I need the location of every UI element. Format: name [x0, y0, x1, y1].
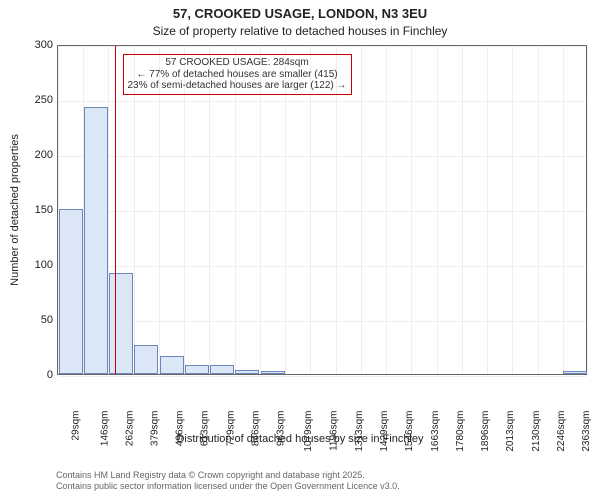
- gridline-h: [58, 211, 586, 212]
- x-tick-label: 2246sqm: [556, 411, 567, 452]
- histogram-bar: [59, 209, 83, 374]
- x-tick-label: 1896sqm: [480, 411, 491, 452]
- reference-line: [115, 46, 116, 374]
- gridline-v: [563, 46, 564, 374]
- y-tick-label: 200: [27, 149, 53, 161]
- x-tick-label: 2363sqm: [581, 411, 592, 452]
- x-tick-label: 1313sqm: [354, 411, 365, 452]
- chart-subtitle: Size of property relative to detached ho…: [0, 24, 600, 38]
- x-tick-label: 963sqm: [275, 411, 286, 447]
- gridline-v: [134, 46, 135, 374]
- gridline-v: [512, 46, 513, 374]
- x-tick-label: 379sqm: [149, 411, 160, 447]
- x-tick-label: 613sqm: [200, 411, 211, 447]
- gridline-v: [336, 46, 337, 374]
- gridline-h: [58, 101, 586, 102]
- histogram-bar: [210, 365, 234, 374]
- y-tick-label: 150: [27, 204, 53, 216]
- chart-root: 57, CROOKED USAGE, LONDON, N3 3EU Size o…: [0, 0, 600, 500]
- gridline-v: [361, 46, 362, 374]
- histogram-bar: [185, 365, 209, 374]
- x-tick-label: 29sqm: [71, 411, 82, 441]
- histogram-bar: [563, 371, 587, 374]
- x-tick-label: 146sqm: [99, 411, 110, 447]
- gridline-v: [310, 46, 311, 374]
- gridline-v: [386, 46, 387, 374]
- gridline-h: [58, 156, 586, 157]
- y-tick-label: 50: [27, 314, 53, 326]
- x-tick-label: 729sqm: [225, 411, 236, 447]
- gridline-v: [538, 46, 539, 374]
- x-tick-label: 262sqm: [124, 411, 135, 447]
- y-tick-label: 0: [27, 369, 53, 381]
- y-tick-label: 100: [27, 259, 53, 271]
- x-tick-label: 1780sqm: [455, 411, 466, 452]
- x-tick-label: 2130sqm: [531, 411, 542, 452]
- gridline-h: [58, 376, 586, 377]
- histogram-bar: [109, 273, 133, 374]
- gridline-v: [209, 46, 210, 374]
- gridline-v: [159, 46, 160, 374]
- gridline-v: [235, 46, 236, 374]
- annotation-line: 57 CROOKED USAGE: 284sqm: [128, 57, 347, 69]
- x-tick-label: 846sqm: [250, 411, 261, 447]
- y-tick-label: 250: [27, 94, 53, 106]
- x-tick-label: 1663sqm: [430, 411, 441, 452]
- x-tick-label: 1546sqm: [404, 411, 415, 452]
- gridline-v: [462, 46, 463, 374]
- footer-line: Contains HM Land Registry data © Crown c…: [56, 470, 400, 481]
- histogram-bar: [261, 371, 285, 374]
- y-axis-label: Number of detached properties: [9, 134, 21, 286]
- histogram-bar: [160, 356, 184, 374]
- plot-area: 57 CROOKED USAGE: 284sqm← 77% of detache…: [57, 45, 587, 375]
- gridline-v: [184, 46, 185, 374]
- footer-line: Contains public sector information licen…: [56, 481, 400, 492]
- footer-attribution: Contains HM Land Registry data © Crown c…: [56, 470, 400, 492]
- gridline-h: [58, 266, 586, 267]
- histogram-bar: [235, 370, 259, 374]
- x-tick-label: 1079sqm: [303, 411, 314, 452]
- gridline-v: [260, 46, 261, 374]
- histogram-bar: [134, 345, 158, 374]
- gridline-v: [587, 46, 588, 374]
- gridline-v: [437, 46, 438, 374]
- x-tick-label: 1429sqm: [379, 411, 390, 452]
- annotation-box: 57 CROOKED USAGE: 284sqm← 77% of detache…: [123, 54, 352, 95]
- x-tick-label: 2013sqm: [505, 411, 516, 452]
- histogram-bar: [84, 107, 108, 374]
- chart-title: 57, CROOKED USAGE, LONDON, N3 3EU: [0, 6, 600, 21]
- gridline-h: [58, 46, 586, 47]
- x-tick-label: 1196sqm: [328, 411, 339, 451]
- gridline-v: [285, 46, 286, 374]
- gridline-h: [58, 321, 586, 322]
- annotation-line: 23% of semi-detached houses are larger (…: [128, 80, 347, 92]
- gridline-v: [487, 46, 488, 374]
- annotation-line: ← 77% of detached houses are smaller (41…: [128, 69, 347, 81]
- gridline-v: [411, 46, 412, 374]
- x-tick-label: 496sqm: [175, 411, 186, 447]
- y-tick-label: 300: [27, 39, 53, 51]
